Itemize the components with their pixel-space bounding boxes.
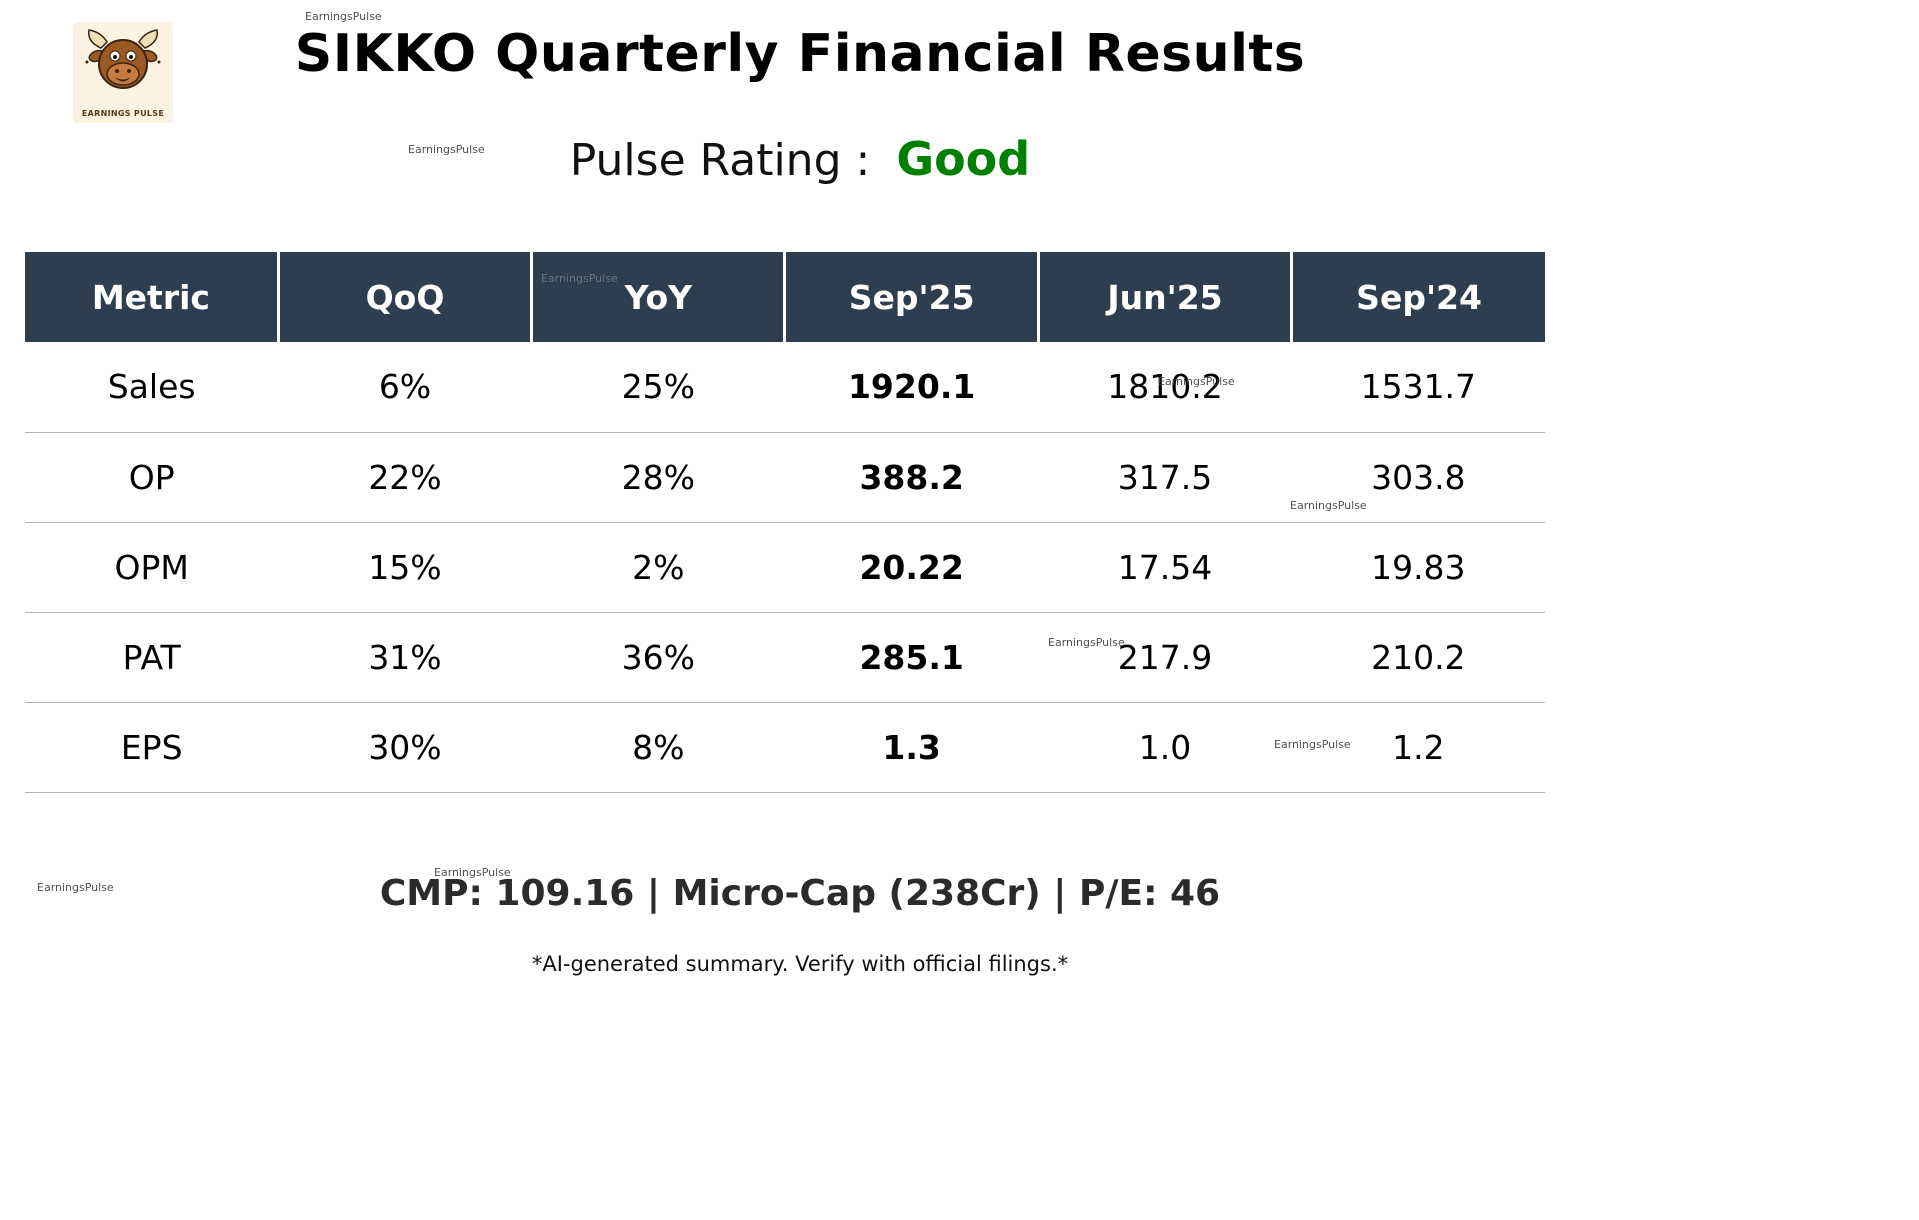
watermark: EarningsPulse: [434, 866, 511, 879]
watermark: EarningsPulse: [541, 272, 618, 285]
sep24-value: 210.2: [1291, 612, 1545, 703]
yoy-value: 2%: [531, 522, 785, 613]
bull-icon: [85, 29, 161, 89]
pulse-rating-label: Pulse Rating :: [569, 135, 871, 186]
jun25-value: 317.5: [1038, 432, 1292, 523]
jun25-value: 1810.2: [1038, 342, 1292, 433]
col-header-yoy: YoY: [531, 252, 787, 342]
table-row-op: OP 22% 28% 388.2 317.5 303.8: [25, 432, 1545, 523]
watermark: EarningsPulse: [37, 881, 114, 894]
table-header-row: Metric QoQ YoY Sep'25 Jun'25 Sep'24: [25, 252, 1545, 342]
metric-label: OPM: [25, 522, 279, 613]
jun25-value: 17.54: [1038, 522, 1292, 613]
metric-label: EPS: [25, 702, 279, 793]
watermark: EarningsPulse: [408, 143, 485, 156]
yoy-value: 28%: [531, 432, 785, 523]
sep25-value: 285.1: [784, 612, 1039, 703]
sep25-value: 1.3: [784, 702, 1039, 793]
qoq-value: 22%: [278, 432, 532, 523]
col-header-metric: Metric: [25, 252, 280, 342]
sep25-value: 388.2: [784, 432, 1039, 523]
sep24-value: 303.8: [1291, 432, 1545, 523]
sep25-value: 20.22: [784, 522, 1039, 613]
metric-label: PAT: [25, 612, 279, 703]
col-header-jun25: Jun'25: [1038, 252, 1294, 342]
qoq-value: 15%: [278, 522, 532, 613]
pulse-rating-value: Good: [896, 132, 1031, 186]
watermark: EarningsPulse: [1274, 738, 1351, 751]
ai-disclaimer: *AI-generated summary. Verify with offic…: [531, 951, 1069, 976]
logo-label: EARNINGS PULSE: [81, 109, 165, 118]
qoq-value: 31%: [278, 612, 532, 703]
table-row-sales: Sales 6% 25% 1920.1 1810.2 1531.7: [25, 342, 1545, 433]
pulse-rating: Pulse Rating : Good: [0, 128, 1600, 192]
watermark: EarningsPulse: [1048, 636, 1125, 649]
sep24-value: 1531.7: [1291, 342, 1545, 433]
qoq-value: 6%: [278, 342, 532, 433]
metric-label: Sales: [25, 342, 279, 433]
col-header-qoq: QoQ: [278, 252, 534, 342]
watermark: EarningsPulse: [1290, 499, 1367, 512]
jun25-value: 217.9: [1038, 612, 1292, 703]
earnings-pulse-logo: EARNINGS PULSE: [73, 22, 173, 123]
table-row-pat: PAT 31% 36% 285.1 217.9 210.2: [25, 612, 1545, 703]
main-content: SIKKO Quarterly Financial Results Pulse …: [0, 24, 1600, 976]
jun25-value: 1.0: [1038, 702, 1292, 793]
yoy-value: 25%: [531, 342, 785, 433]
col-header-sep24: Sep'24: [1291, 252, 1545, 342]
sep25-value: 1920.1: [784, 342, 1039, 433]
watermark: EarningsPulse: [305, 10, 382, 23]
cmp-summary: CMP: 109.16 | Micro-Cap (238Cr) | P/E: 4…: [379, 872, 1221, 914]
qoq-value: 30%: [278, 702, 532, 793]
yoy-value: 36%: [531, 612, 785, 703]
results-table: Metric QoQ YoY Sep'25 Jun'25 Sep'24 Sale…: [25, 252, 1545, 793]
yoy-value: 8%: [531, 702, 785, 793]
col-header-sep25: Sep'25: [784, 252, 1040, 342]
sep24-value: 19.83: [1291, 522, 1545, 613]
watermark: EarningsPulse: [1158, 375, 1235, 388]
page-title: SIKKO Quarterly Financial Results: [294, 24, 1306, 84]
table-row-eps: EPS 30% 8% 1.3 1.0 1.2: [25, 702, 1545, 793]
sep24-value: 1.2: [1291, 702, 1545, 793]
metric-label: OP: [25, 432, 279, 523]
table-row-opm: OPM 15% 2% 20.22 17.54 19.83: [25, 522, 1545, 613]
